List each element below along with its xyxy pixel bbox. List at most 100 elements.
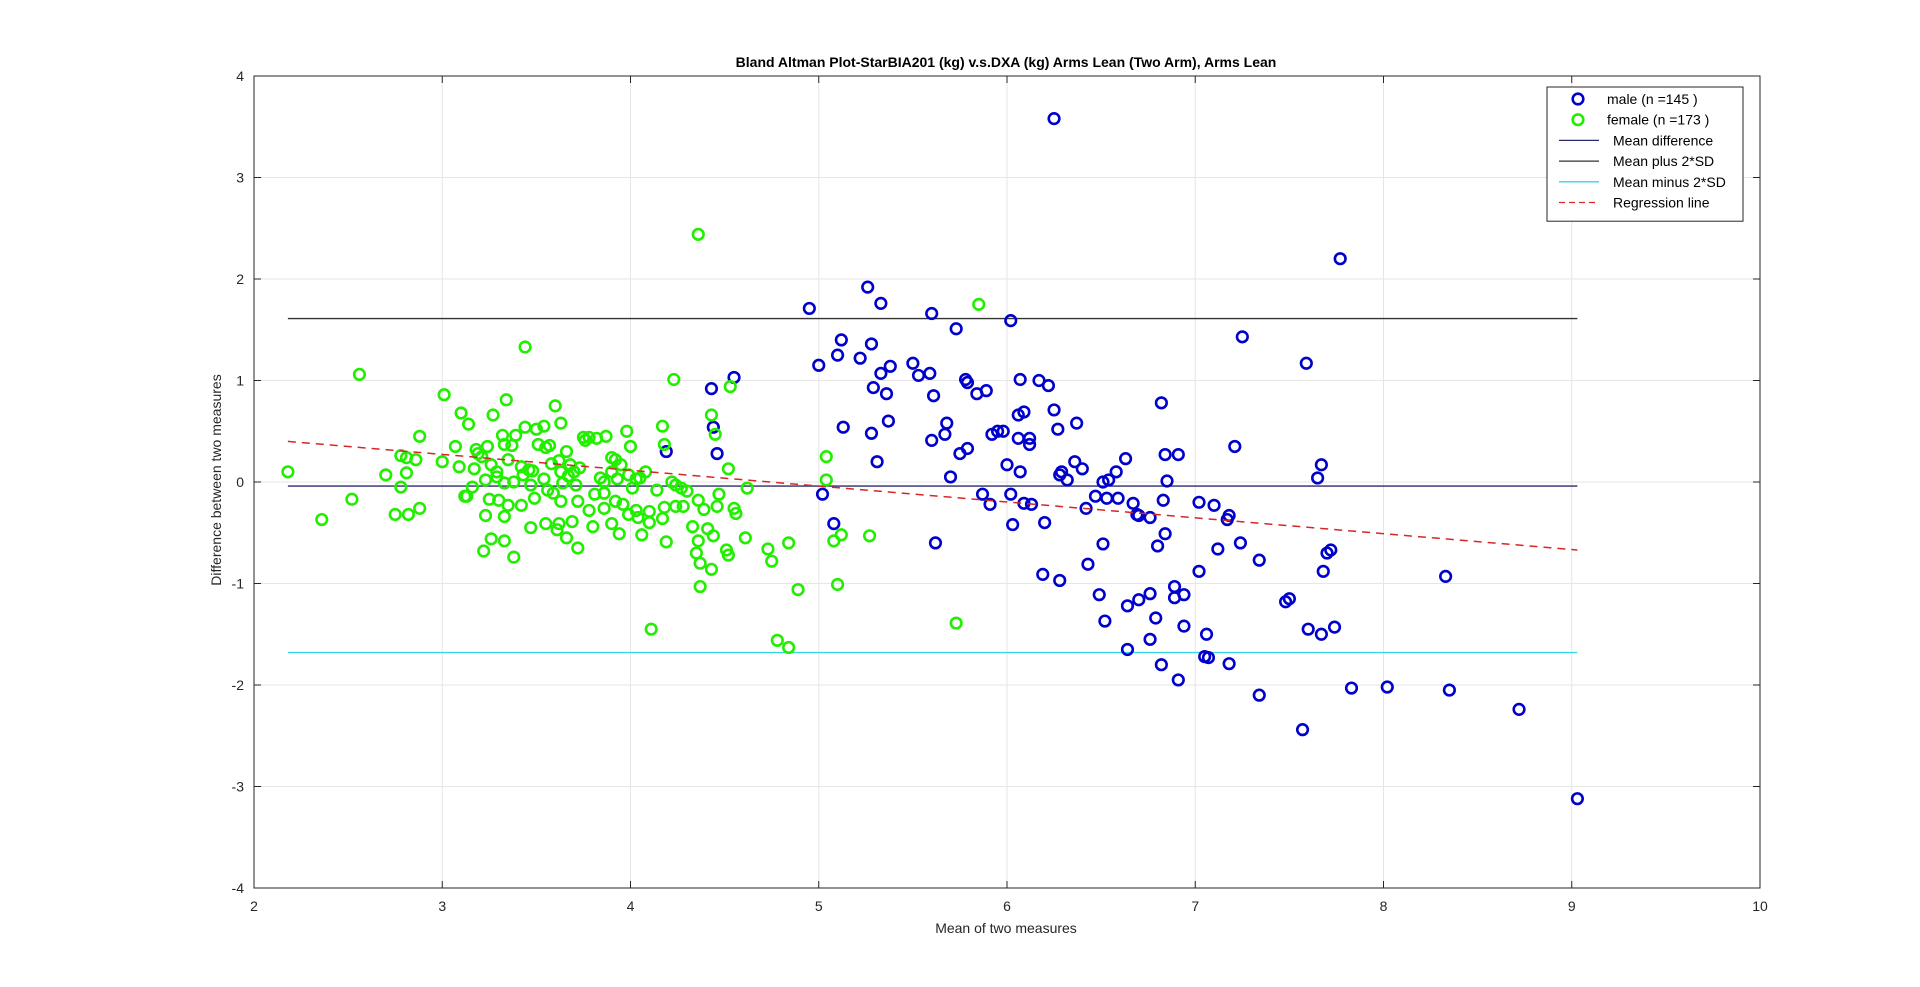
- x-tick-label: 5: [815, 898, 823, 914]
- female-point: [819, 473, 833, 487]
- male-point: [1000, 458, 1014, 472]
- female-point: [691, 227, 705, 241]
- legend-item-mean-difference: Mean difference: [1559, 132, 1713, 148]
- female-point: [830, 577, 845, 592]
- female-point: [315, 512, 329, 527]
- male-point: [802, 301, 816, 316]
- female-point: [582, 503, 596, 518]
- female-point: [676, 499, 690, 513]
- female-point: [616, 497, 630, 511]
- male-point: [1149, 611, 1163, 625]
- female-point: [537, 472, 551, 486]
- male-point: [1017, 405, 1031, 419]
- legend-label: female (n =173 ): [1607, 112, 1709, 128]
- female-point: [435, 455, 449, 469]
- female-point: [791, 582, 805, 597]
- male-point: [1311, 471, 1325, 485]
- male-point: [1111, 491, 1125, 505]
- legend-item-female: female (n =173 ): [1571, 112, 1709, 128]
- male-point: [704, 382, 719, 396]
- female-point: [614, 458, 628, 472]
- female-point: [691, 534, 705, 548]
- female-point: [765, 554, 779, 568]
- male-point: [1327, 620, 1342, 634]
- female-point: [514, 460, 528, 474]
- female-point: [524, 478, 538, 492]
- female-point: [486, 408, 500, 422]
- male-point: [925, 433, 939, 447]
- male-point: [1120, 642, 1135, 657]
- male-point: [1051, 422, 1065, 436]
- male-point: [1047, 112, 1061, 126]
- male-point: [975, 487, 990, 501]
- female-point: [490, 465, 504, 479]
- male-point: [659, 444, 673, 459]
- female-point: [612, 527, 626, 541]
- female-point: [401, 507, 415, 522]
- female-point: [631, 510, 645, 525]
- female-point: [704, 562, 719, 576]
- legend-item-mean-plus: Mean plus 2*SD: [1559, 153, 1714, 169]
- female-point: [605, 465, 619, 479]
- x-axis-title: Mean of two measures: [935, 920, 1077, 936]
- female-point: [706, 529, 720, 543]
- legend-label: male (n =145 ): [1607, 91, 1698, 107]
- female-point: [819, 450, 833, 464]
- male-point: [1036, 567, 1050, 581]
- female-point: [669, 478, 683, 492]
- female-point: [729, 506, 743, 521]
- male-series: [659, 112, 1584, 806]
- female-point: [507, 475, 521, 489]
- female-point: [590, 431, 604, 445]
- female-point: [623, 439, 638, 454]
- female-point: [465, 480, 479, 494]
- male-point: [990, 424, 1005, 438]
- female-point: [565, 514, 579, 529]
- male-point: [1154, 396, 1168, 410]
- female-point: [524, 521, 538, 535]
- female-point: [723, 379, 737, 394]
- y-tick-label: 2: [236, 271, 244, 287]
- axes-box: [253, 75, 1761, 889]
- female-point: [697, 502, 711, 517]
- chart-title: Bland Altman Plot-StarBIA201 (kg) v.s.DX…: [736, 54, 1277, 70]
- female-point: [571, 541, 585, 555]
- female-point: [620, 424, 634, 438]
- male-point: [1299, 356, 1313, 370]
- male-point: [1047, 403, 1061, 417]
- female-point: [644, 622, 658, 636]
- female-point: [721, 462, 735, 476]
- male-point: [1333, 252, 1347, 266]
- male-point: [1130, 507, 1144, 522]
- male-point: [1154, 658, 1168, 672]
- male-point: [960, 375, 975, 390]
- x-tick-label: 7: [1191, 898, 1199, 914]
- male-point: [911, 368, 926, 383]
- male-point: [1314, 458, 1328, 472]
- male-point: [1013, 372, 1027, 387]
- male-point: [1512, 702, 1526, 716]
- female-point: [514, 498, 528, 512]
- male-point: [1158, 527, 1172, 541]
- female-point: [691, 493, 705, 507]
- legend-label: Mean minus 2*SD: [1613, 174, 1726, 190]
- female-point: [659, 535, 673, 549]
- female-point: [710, 499, 724, 513]
- legend-marker-female: [1571, 113, 1585, 127]
- male-point: [1233, 536, 1248, 550]
- male-point: [1252, 688, 1266, 702]
- male-point: [1092, 588, 1106, 602]
- female-point: [527, 491, 542, 505]
- male-point: [874, 366, 888, 380]
- female-point: [477, 544, 491, 558]
- male-point: [1013, 465, 1027, 479]
- male-point: [710, 446, 724, 461]
- male-point: [928, 536, 943, 550]
- male-point: [1079, 501, 1093, 515]
- male-point: [830, 348, 845, 362]
- male-point: [1024, 497, 1039, 511]
- female-point: [413, 501, 427, 515]
- male-point: [1150, 539, 1165, 553]
- y-tick-label: 0: [236, 474, 244, 490]
